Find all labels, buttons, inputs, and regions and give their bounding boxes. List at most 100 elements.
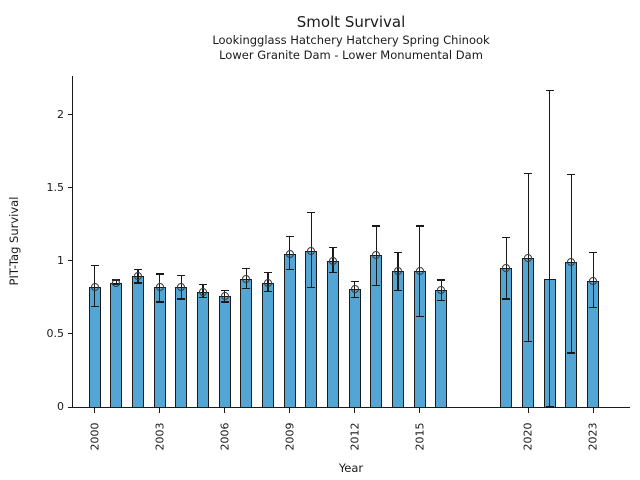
- y-tick-mark: [67, 187, 72, 189]
- point-marker-2000: [90, 283, 99, 292]
- x-tick-label-2023: 2023: [586, 422, 600, 451]
- bar-2008: [262, 282, 275, 408]
- error-bar-cap-low-2021: [545, 406, 554, 408]
- bar-2014: [392, 271, 405, 408]
- error-bar-cap-high-2002: [134, 269, 143, 271]
- error-bar-cap-high-2005: [199, 283, 208, 285]
- point-marker-2012: [350, 284, 359, 293]
- error-bar-cap-low-2019: [502, 298, 511, 300]
- error-bar-cap-low-2023: [589, 307, 598, 309]
- point-marker-2006: [220, 292, 229, 301]
- point-marker-2010: [307, 246, 316, 255]
- point-marker-2008: [264, 278, 273, 287]
- error-bar-cap-high-2023: [589, 251, 598, 253]
- point-marker-2011: [329, 256, 338, 265]
- error-bar-cap-low-2008: [264, 291, 273, 293]
- chart-subtitle-line2: Lower Granite Dam - Lower Monumental Dam: [219, 48, 483, 62]
- y-tick-mark: [67, 333, 72, 335]
- error-bar-cap-low-2016: [437, 299, 446, 302]
- x-tick-label-2000: 2000: [88, 422, 102, 451]
- error-bar-cap-high-2006: [220, 289, 229, 291]
- y-tick-mark: [67, 406, 72, 408]
- error-bar-cap-low-2014: [394, 289, 403, 291]
- x-tick-label-2003: 2003: [153, 422, 167, 451]
- x-tick-label-2006: 2006: [218, 422, 232, 451]
- error-bar-cap-high-2010: [307, 212, 316, 214]
- error-bar-cap-high-2021: [545, 89, 554, 91]
- error-bar-cap-low-2002: [134, 282, 143, 284]
- error-bar-cap-high-2022: [567, 174, 576, 176]
- point-marker-2020: [524, 254, 533, 263]
- x-tick-mark: [592, 408, 594, 413]
- y-tick-label-1.5: 1.5: [46, 180, 65, 194]
- y-axis-spine: [72, 76, 73, 408]
- bar-2009: [283, 253, 296, 408]
- chart-subtitle-line1: Lookingglass Hatchery Hatchery Spring Ch…: [212, 33, 490, 47]
- bar-2007: [240, 278, 253, 408]
- error-bar-cap-low-2012: [350, 296, 359, 299]
- bar-2002: [132, 275, 145, 408]
- x-axis-label: Year: [338, 461, 364, 475]
- bar-2006: [218, 296, 231, 408]
- bar-2012: [348, 288, 361, 408]
- bar-2001: [110, 282, 123, 408]
- x-tick-label-2020: 2020: [521, 422, 535, 451]
- bar-2011: [327, 260, 340, 408]
- y-tick-label-1: 1: [57, 253, 64, 267]
- error-bar-line-2021: [549, 90, 551, 407]
- point-marker-2004: [177, 283, 186, 292]
- point-marker-2013: [372, 251, 381, 260]
- point-marker-2016: [437, 286, 446, 295]
- x-tick-mark: [527, 408, 529, 413]
- y-tick-label-0: 0: [57, 400, 64, 413]
- error-bar-cap-high-2004: [177, 274, 186, 277]
- point-marker-2015: [415, 267, 424, 276]
- x-tick-mark: [94, 408, 96, 413]
- error-bar-cap-low-2015: [415, 315, 424, 318]
- point-marker-2023: [589, 277, 598, 286]
- error-bar-cap-low-2022: [567, 352, 576, 354]
- y-tick-label-2: 2: [57, 107, 64, 121]
- bar-2003: [153, 287, 166, 408]
- error-bar-cap-high-2000: [90, 264, 99, 267]
- error-bar-cap-high-2013: [372, 225, 381, 227]
- error-bar-cap-low-2013: [372, 285, 381, 287]
- y-tick-label-0.5: 0.5: [46, 326, 65, 340]
- y-axis-label: PIT-Tag Survival: [7, 196, 21, 286]
- x-tick-label-2009: 2009: [283, 422, 297, 451]
- y-tick-mark: [67, 260, 72, 262]
- error-bar-cap-low-2000: [90, 305, 99, 307]
- point-marker-2019: [502, 264, 511, 273]
- y-tick-mark: [67, 114, 72, 116]
- x-tick-mark: [289, 408, 291, 413]
- error-bar-cap-high-2016: [437, 279, 446, 281]
- point-marker-2009: [285, 249, 294, 258]
- x-tick-mark: [419, 408, 421, 413]
- error-bar-cap-low-2020: [524, 340, 533, 342]
- bar-2005: [197, 291, 210, 408]
- point-marker-2014: [394, 267, 403, 276]
- error-bar-cap-high-2019: [502, 236, 511, 239]
- point-marker-2002: [134, 271, 143, 280]
- error-bar-cap-low-2005: [199, 296, 208, 299]
- x-tick-mark: [354, 408, 356, 413]
- error-bar-cap-low-2006: [220, 301, 229, 303]
- x-tick-mark: [159, 408, 161, 413]
- error-bar-cap-high-2020: [524, 172, 533, 175]
- x-tick-mark: [224, 408, 226, 413]
- error-bar-cap-high-2003: [155, 273, 164, 275]
- bar-2004: [175, 287, 188, 408]
- chart-title: Smolt Survival: [296, 13, 406, 31]
- error-bar-cap-high-2008: [264, 272, 273, 274]
- error-bar-cap-high-2011: [329, 247, 338, 249]
- error-bar-cap-low-2007: [242, 288, 251, 290]
- error-bar-cap-low-2003: [155, 301, 164, 303]
- error-bar-cap-high-2015: [415, 225, 424, 227]
- point-marker-2005: [199, 287, 208, 296]
- error-bar-cap-high-2009: [285, 235, 294, 237]
- point-marker-2003: [155, 283, 164, 292]
- error-bar-cap-low-2010: [307, 286, 316, 288]
- error-bar-cap-low-2004: [177, 298, 186, 300]
- x-tick-label-2015: 2015: [413, 422, 427, 451]
